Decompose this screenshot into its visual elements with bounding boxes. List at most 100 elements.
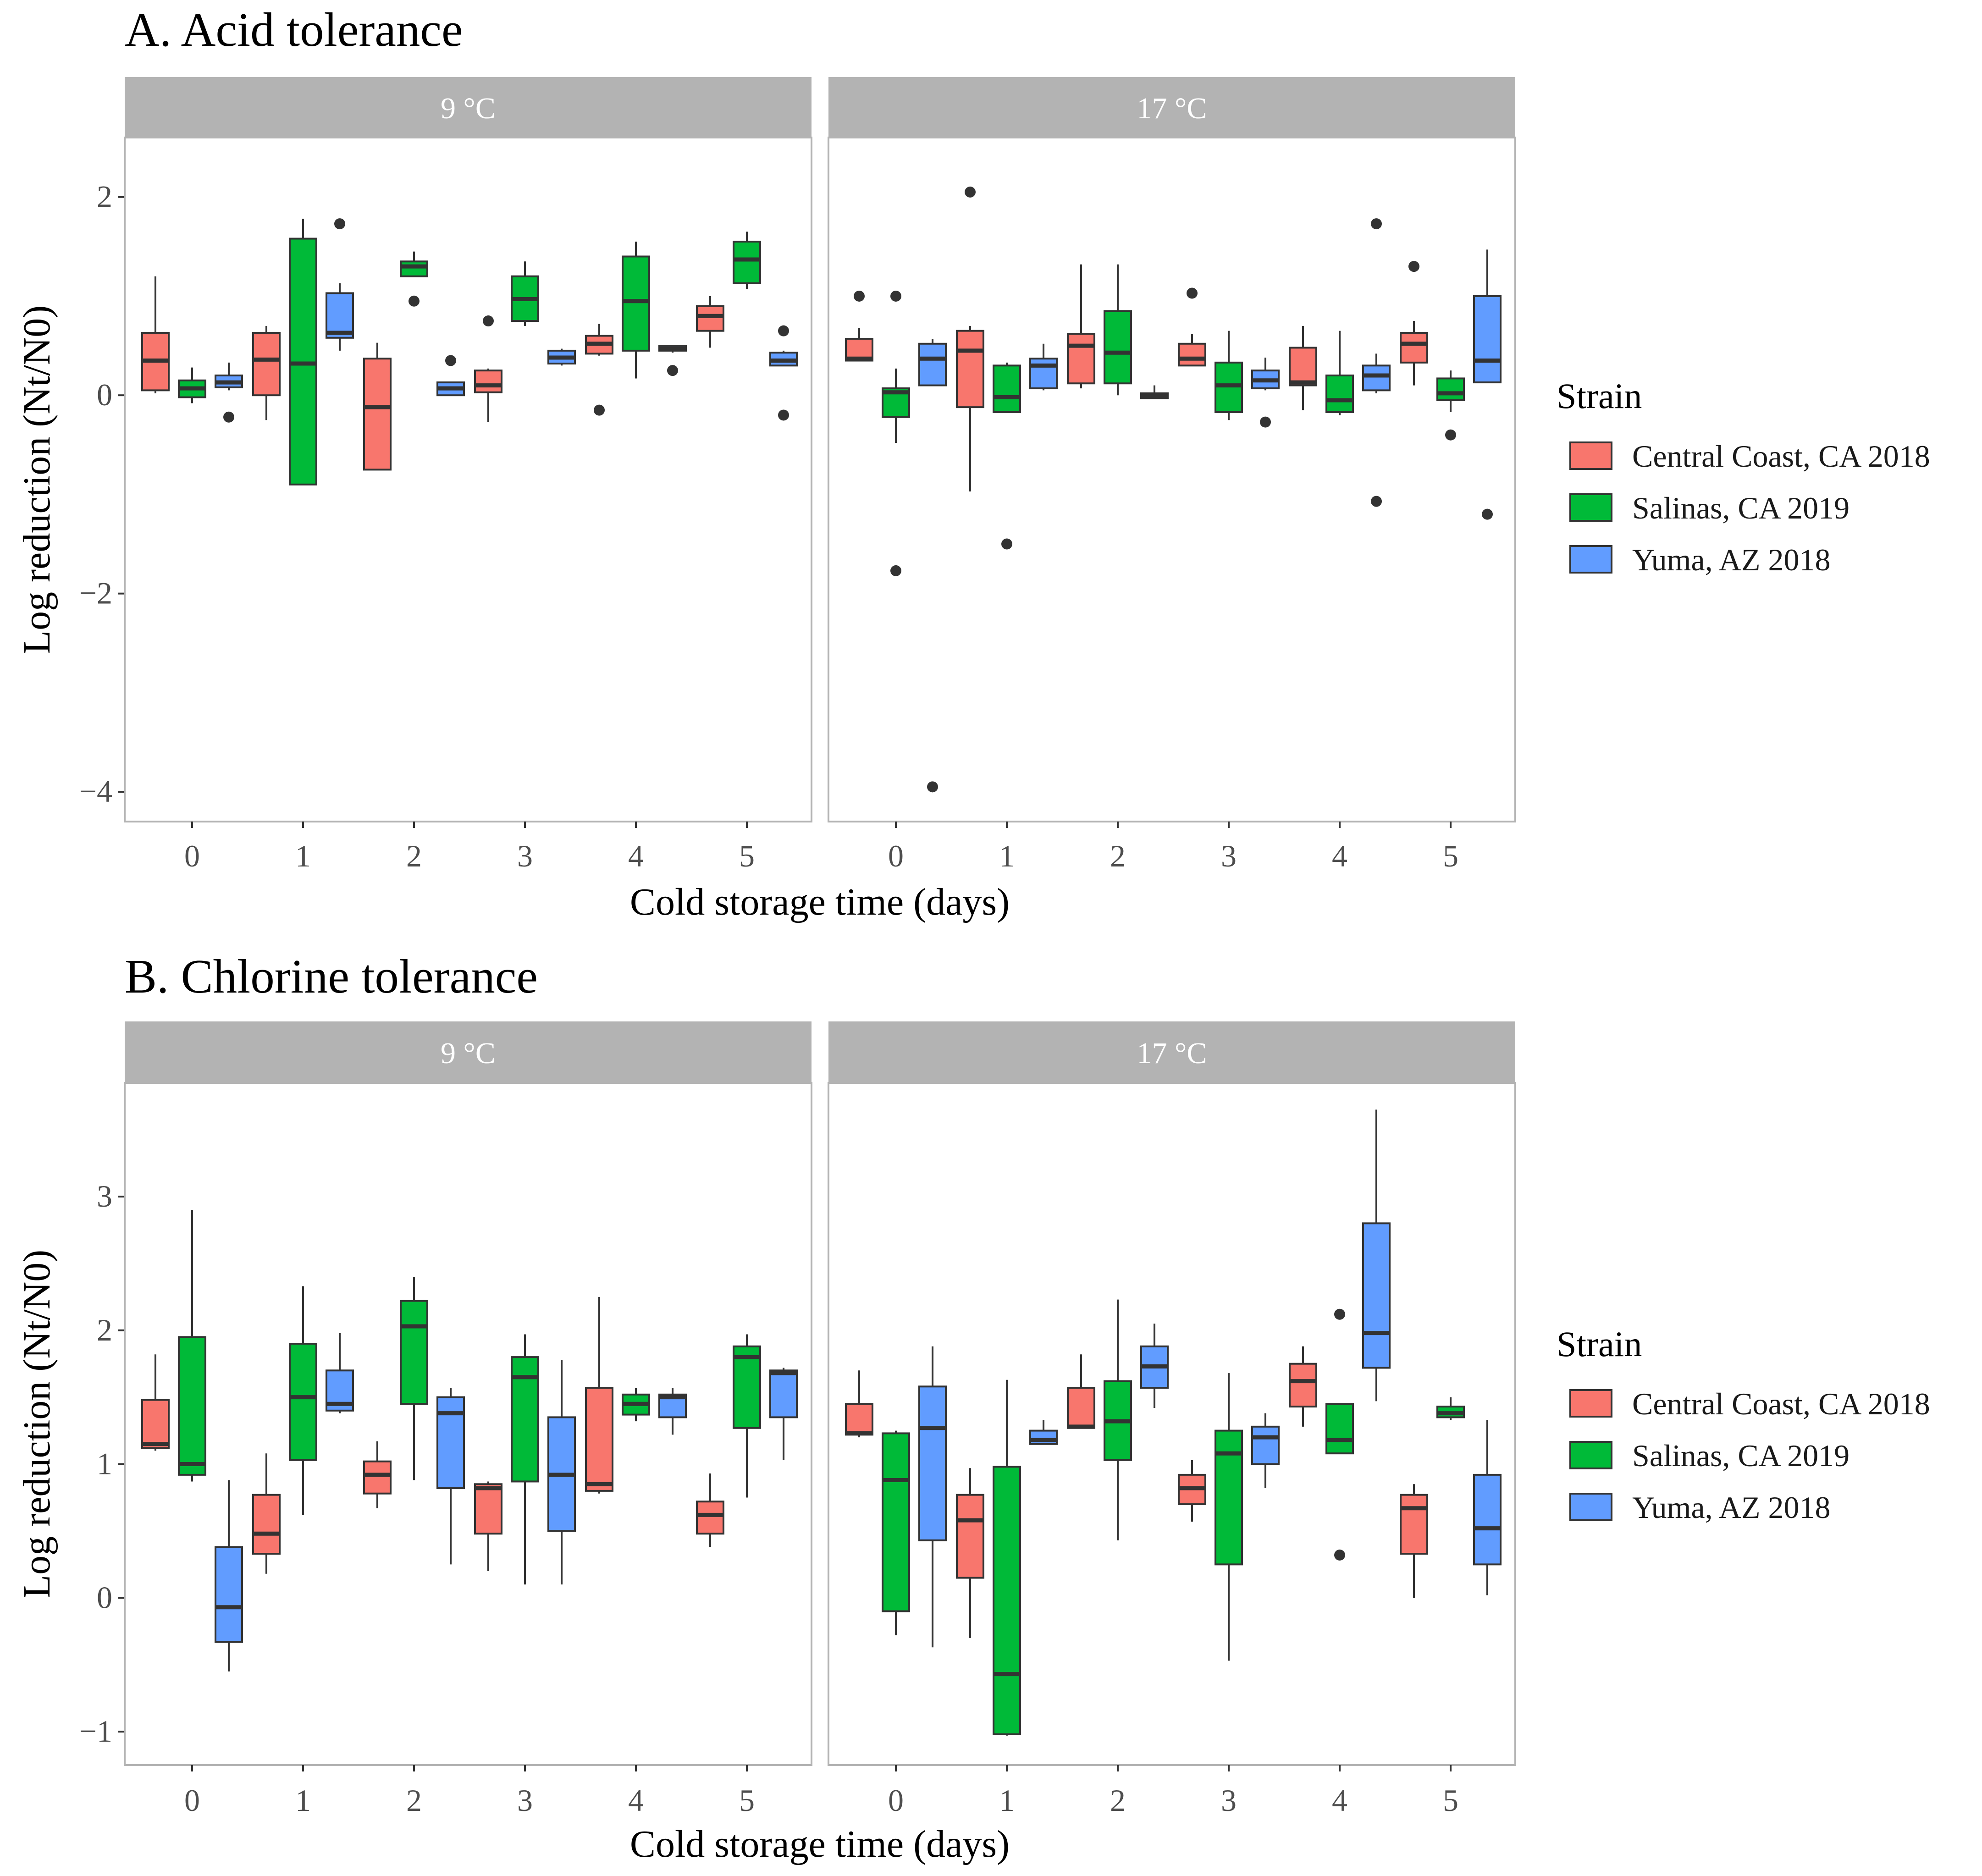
chart-acid-tolerance: A. Acid tolerance Cold storage time (days…: [16, 3, 1516, 923]
box: [400, 1300, 428, 1405]
box-day2-series2: [436, 1388, 465, 1565]
outlier-point: [1482, 508, 1493, 520]
box-day5-series0: [696, 1473, 724, 1547]
chart-title: A. Acid tolerance: [125, 3, 463, 56]
box-day1-series1: [289, 219, 317, 486]
box-day5-series2: [769, 1368, 798, 1460]
x-tick-label: 1: [295, 839, 311, 873]
box: [252, 331, 281, 397]
y-tick-label: 2: [97, 1313, 112, 1347]
facet-strip: [125, 1021, 812, 1083]
x-axis-label: Cold storage time (days): [630, 1823, 1010, 1865]
box-day4-series2: [658, 1388, 687, 1435]
outlier-point: [778, 325, 789, 337]
box-day2-series2: [436, 355, 465, 397]
box: [1436, 377, 1465, 402]
chart-title: B. Chlorine tolerance: [125, 949, 538, 1003]
box-day3-series2: [547, 348, 576, 366]
legend-item-yuma: Yuma, AZ 2018: [1569, 1490, 1831, 1525]
box-day0-series1: [178, 1210, 206, 1482]
x-tick-label: 1: [999, 839, 1015, 873]
box-day3-series0: [1178, 1460, 1206, 1522]
x-tick-label: 0: [888, 839, 904, 873]
y-axis-label: Log reduction (Nt/N0): [16, 305, 58, 654]
box: [733, 1345, 761, 1429]
panel-background: [124, 1082, 812, 1766]
box: [436, 1396, 465, 1490]
outlier-point: [594, 404, 605, 416]
y-tick-label: 0: [97, 1580, 112, 1615]
box-day2-series0: [363, 1441, 392, 1508]
box-day3-series2: [547, 1359, 576, 1585]
box: [1362, 1222, 1391, 1369]
outlier-point: [445, 355, 456, 366]
box-day1-series0: [252, 1453, 281, 1574]
y-tick-label: 2: [97, 179, 112, 214]
x-tick-label: 3: [517, 839, 533, 873]
box-day5-series2: [1473, 1420, 1502, 1595]
box-day4-series0: [585, 324, 613, 416]
y-tick-label: 0: [97, 377, 112, 412]
box-day4-series2: [1362, 218, 1391, 507]
outlier-point: [1334, 1308, 1345, 1320]
legend: Strain Strain Central Coast, CA 2018 Sal…: [1557, 376, 1930, 1525]
box-day2-series1: [400, 1277, 428, 1480]
legend-label-yuma: Yuma, AZ 2018: [1632, 542, 1831, 577]
box: [956, 330, 984, 408]
x-tick-label: 2: [1110, 1783, 1126, 1818]
box-day2-series1: [1104, 1299, 1132, 1540]
y-axis-label: Log reduction (Nt/N0): [16, 1250, 58, 1598]
box: [1178, 342, 1206, 367]
outlier-point: [854, 290, 865, 302]
box: [215, 1546, 243, 1643]
outlier-point: [1334, 1549, 1345, 1561]
x-tick-label: 5: [1443, 839, 1458, 873]
legend-label-central-coast: Central Coast, CA 2018: [1632, 439, 1930, 474]
box: [769, 1369, 798, 1418]
outlier-point: [409, 295, 420, 307]
box: [1473, 295, 1502, 384]
facet-9c: 9 °C 0 1 2 3 4 5: [124, 77, 812, 873]
box-day4-series0: [1289, 326, 1317, 410]
box-day2-series1: [1104, 264, 1132, 396]
x-tick-label: 4: [628, 839, 644, 873]
legend-key-central-coast: [1569, 1389, 1612, 1418]
box-day0-series1: [178, 367, 206, 403]
x-tick-label: 0: [184, 839, 200, 873]
x-axis-label: Cold storage time (days): [630, 881, 1010, 923]
box-day5-series2: [1473, 249, 1502, 520]
box-day1-series2: [1029, 343, 1058, 391]
legend-key-central-coast: [1569, 441, 1612, 470]
box-day0-series0: [141, 276, 170, 393]
box: [1325, 374, 1354, 413]
box-day1-series1: [993, 1379, 1021, 1736]
box-day0-series2: [918, 338, 947, 793]
box-day4-series2: [658, 345, 687, 376]
box: [1400, 1494, 1428, 1555]
facet-strip-label: 9 °C: [441, 92, 496, 125]
box-day5-series0: [1400, 1484, 1428, 1598]
box: [326, 292, 354, 339]
box: [585, 1387, 613, 1492]
box-day0-series0: [845, 290, 873, 362]
box: [918, 1385, 947, 1541]
box: [696, 305, 724, 332]
box-day3-series1: [1215, 1373, 1243, 1661]
box: [696, 1501, 724, 1535]
box-day2-series1: [400, 251, 428, 307]
x-tick-label: 1: [295, 1783, 311, 1818]
outlier-point: [1260, 416, 1271, 428]
box-day0-series2: [215, 1480, 243, 1672]
x-tick-label: 4: [628, 1783, 644, 1818]
box-day4-series1: [1325, 1308, 1354, 1561]
box: [474, 1483, 502, 1535]
box-day0-series2: [918, 1346, 947, 1648]
box: [1067, 333, 1095, 385]
box-day0-series1: [882, 1430, 910, 1635]
legend-item-central-coast: Central Coast, CA 2018: [1569, 439, 1930, 474]
outlier-point: [1408, 261, 1419, 272]
facet-17c: 17 °C 0 1 2 3 4 5: [828, 1021, 1516, 1818]
x-tick-label: 4: [1332, 1783, 1347, 1818]
facet-strip-label: 17 °C: [1137, 92, 1207, 125]
